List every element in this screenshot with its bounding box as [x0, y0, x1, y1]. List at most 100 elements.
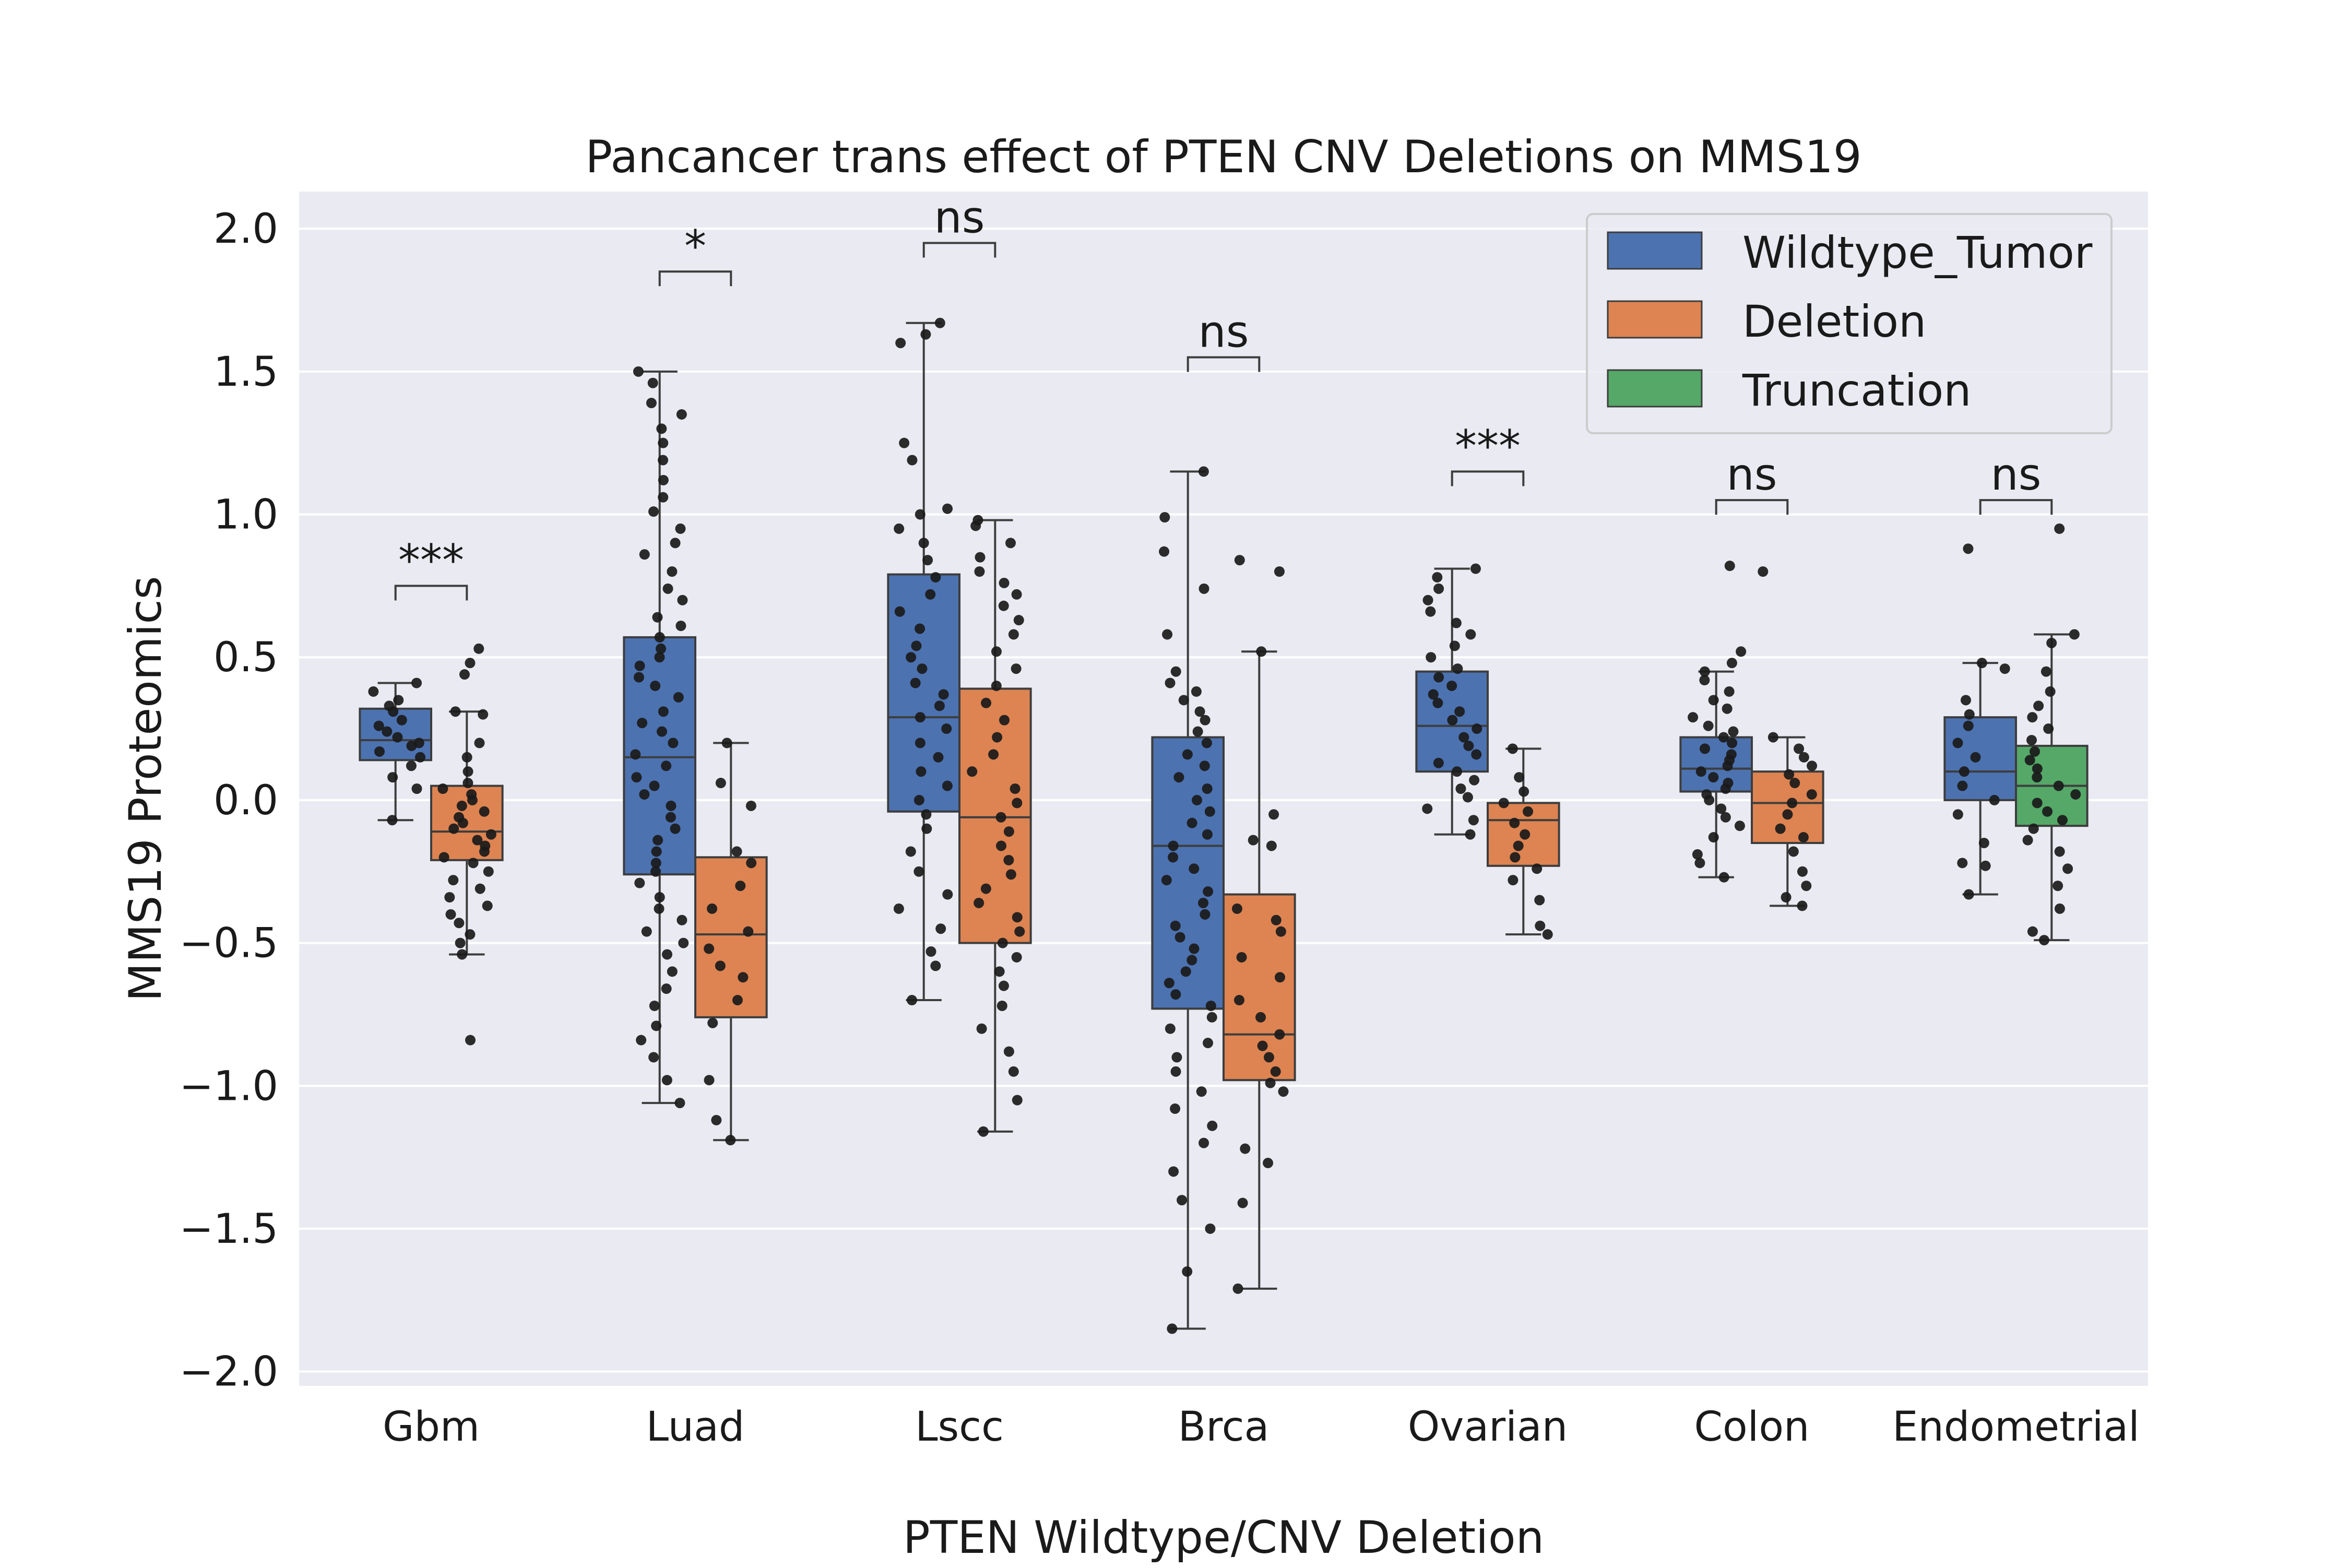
data-point [1191, 794, 1202, 805]
data-point [911, 640, 922, 651]
data-point [1507, 743, 1518, 754]
data-point [387, 815, 398, 826]
data-point [2054, 903, 2065, 914]
significance-label: * [684, 220, 706, 271]
legend-swatch [1607, 300, 1703, 339]
data-point [738, 972, 749, 983]
data-point [406, 740, 417, 751]
data-point [893, 903, 904, 914]
data-point [2053, 881, 2063, 892]
data-point [1695, 766, 1706, 777]
data-point [743, 926, 754, 937]
data-point [731, 846, 742, 857]
data-point [456, 800, 467, 811]
data-point [1201, 738, 1212, 749]
data-point [457, 817, 468, 828]
data-point [670, 823, 681, 834]
data-point [704, 1075, 715, 1086]
data-point [1256, 646, 1267, 657]
data-point [975, 552, 986, 563]
data-point [406, 761, 417, 771]
data-point [1255, 1012, 1266, 1023]
data-point [1170, 920, 1181, 931]
data-point [1168, 1166, 1179, 1177]
data-point [2046, 637, 2057, 648]
data-point [444, 892, 455, 902]
data-point [1171, 1052, 1182, 1063]
data-point [735, 881, 746, 892]
data-point [2027, 926, 2038, 937]
data-point [393, 695, 404, 706]
data-point [725, 1135, 736, 1146]
data-point [1200, 715, 1211, 726]
data-point [1203, 1038, 1214, 1049]
data-point [1514, 772, 1525, 783]
significance-label: ns [1198, 306, 1249, 357]
x-tick-label: Endometrial [1892, 1404, 2140, 1451]
data-point [1003, 1046, 1014, 1057]
data-point [1963, 889, 1974, 900]
y-tick-label: 1.5 [213, 349, 278, 396]
data-point [1191, 686, 1202, 697]
data-point [633, 366, 644, 377]
data-point [2032, 772, 2043, 783]
data-point [1178, 695, 1189, 706]
data-point [1798, 832, 1809, 843]
data-point [1789, 778, 1800, 789]
data-point [649, 1001, 660, 1011]
data-point [997, 937, 1008, 948]
data-point [970, 520, 981, 531]
data-point [974, 897, 984, 908]
points [368, 317, 2081, 1334]
data-point [1797, 866, 1808, 877]
data-point [650, 680, 661, 691]
data-point [746, 858, 757, 869]
data-point [998, 980, 1009, 991]
data-point [974, 566, 985, 577]
data-point [1207, 1120, 1218, 1131]
data-point [1465, 829, 1476, 840]
data-point [1274, 972, 1285, 983]
significance-bracket [658, 270, 732, 287]
data-point [1187, 817, 1197, 828]
data-point [658, 474, 669, 485]
data-point [1192, 726, 1203, 737]
data-point [2070, 789, 2081, 800]
data-point [895, 338, 906, 349]
data-point [462, 778, 473, 789]
data-point [646, 398, 657, 409]
data-point [1170, 666, 1181, 677]
data-point [654, 652, 665, 663]
box-luad-deletion [694, 742, 768, 1142]
significance-bracket [1187, 356, 1261, 372]
data-point [981, 697, 992, 708]
data-point [906, 652, 917, 663]
data-point [1788, 846, 1799, 857]
data-point [732, 995, 743, 1006]
data-point [1699, 743, 1710, 754]
data-point [914, 866, 924, 877]
significance-ovarian: *** [1451, 420, 1525, 486]
data-point [415, 752, 426, 763]
data-point [1198, 466, 1209, 477]
data-point [1274, 1029, 1285, 1040]
data-point [1202, 783, 1213, 794]
data-point [942, 889, 953, 900]
data-point [1465, 629, 1476, 640]
data-point [465, 658, 476, 669]
data-point [1008, 1066, 1019, 1077]
y-tick-label: 0.5 [213, 634, 278, 681]
legend-frame [1586, 213, 2113, 434]
y-tick-label: 2.0 [213, 206, 278, 253]
data-point [1801, 881, 1812, 892]
data-point [637, 718, 648, 729]
data-point [454, 918, 465, 929]
data-point [437, 783, 448, 794]
data-point [1231, 903, 1242, 914]
data-point [1782, 809, 1793, 820]
data-point [1159, 512, 1170, 522]
data-point [630, 749, 641, 760]
data-point [1263, 1158, 1274, 1169]
data-point [1199, 761, 1210, 771]
data-point [1708, 832, 1719, 843]
